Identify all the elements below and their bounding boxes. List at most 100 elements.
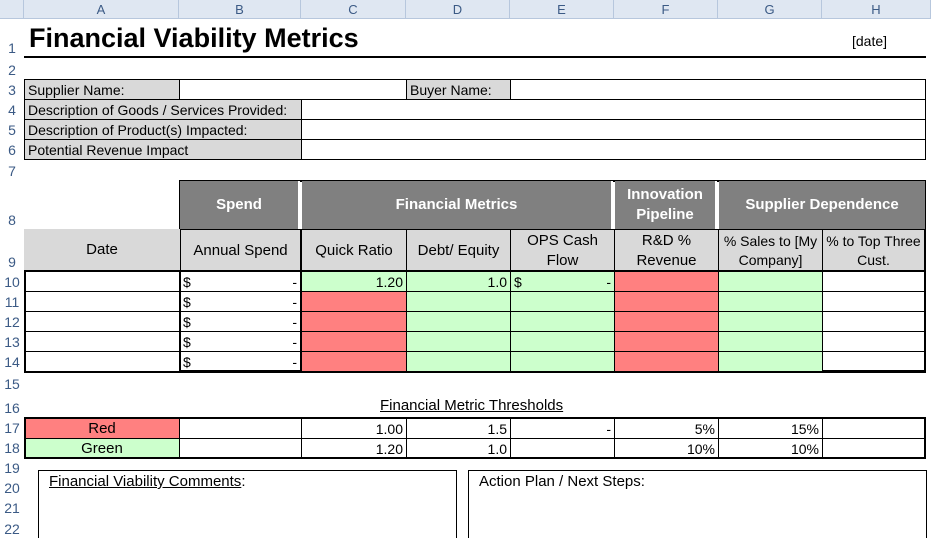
row-header-5[interactable]: 5 [0, 119, 24, 139]
row-header-13[interactable]: 13 [0, 331, 24, 351]
ops-cash-flow-cell[interactable] [510, 311, 615, 332]
quick-ratio-cell[interactable] [301, 351, 407, 372]
column-header-g[interactable]: G [718, 0, 822, 19]
row-header-21[interactable]: 21 [0, 497, 24, 517]
column-header-d[interactable]: D [406, 0, 510, 19]
threshold-red-debt-equity[interactable]: 1.5 [406, 418, 511, 439]
ops-cash-flow-cell[interactable] [510, 331, 615, 352]
rd-revenue-cell[interactable] [614, 291, 719, 312]
row-header-9[interactable]: 9 [0, 229, 24, 271]
top-three-cell[interactable] [822, 351, 926, 372]
threshold-red-rd[interactable]: 5% [614, 418, 719, 439]
date-cell[interactable] [24, 291, 180, 312]
row-header-14[interactable]: 14 [0, 351, 24, 371]
date-cell[interactable] [24, 271, 180, 292]
annual-spend-cell[interactable]: $ - [179, 331, 301, 352]
financial-viability-comments-label: Financial Viability Comments [49, 473, 242, 490]
column-header-f[interactable]: F [614, 0, 718, 19]
subheader-sales-my-company: % Sales to [My Company] [718, 229, 823, 272]
sales-my-company-cell[interactable] [718, 291, 823, 312]
row-header-18[interactable]: 18 [0, 437, 24, 457]
threshold-green-debt-equity[interactable]: 1.0 [406, 438, 511, 459]
row-header-4[interactable]: 4 [0, 99, 24, 119]
rd-revenue-cell[interactable] [614, 331, 719, 352]
row-header-1[interactable]: 1 [0, 19, 24, 57]
debt-equity-cell[interactable] [406, 331, 511, 352]
top-three-cell[interactable] [822, 311, 926, 332]
date-cell[interactable] [24, 351, 180, 372]
revenue-impact-input[interactable] [301, 139, 926, 160]
threshold-red-sales[interactable]: 15% [718, 418, 823, 439]
rd-revenue-cell[interactable] [614, 351, 719, 372]
action-plan-label: Action Plan / Next Steps: [479, 473, 645, 490]
quick-ratio-cell[interactable] [301, 311, 407, 332]
debt-equity-cell[interactable] [406, 311, 511, 332]
financial-viability-comments-box[interactable]: Financial Viability Comments: [38, 470, 457, 538]
row-header-12[interactable]: 12 [0, 311, 24, 331]
threshold-red-ops-cash-flow[interactable]: - [510, 418, 615, 439]
column-header-a[interactable]: A [24, 0, 179, 19]
row-header-17[interactable]: 17 [0, 417, 24, 437]
row-header-6[interactable]: 6 [0, 139, 24, 159]
row-header-10[interactable]: 10 [0, 271, 24, 291]
products-impacted-input[interactable] [301, 119, 926, 140]
products-impacted-label: Description of Product(s) Impacted: [24, 119, 302, 140]
threshold-green-sales[interactable]: 10% [718, 438, 823, 459]
quick-ratio-cell[interactable] [301, 291, 407, 312]
sales-my-company-cell[interactable] [718, 311, 823, 332]
debt-equity-cell[interactable] [406, 351, 511, 372]
row-header-20[interactable]: 20 [0, 477, 24, 497]
threshold-green-label: Green [24, 438, 180, 459]
column-header-e[interactable]: E [510, 0, 614, 19]
annual-spend-cell[interactable]: $ - [179, 351, 301, 372]
row-header-16[interactable]: 16 [0, 393, 24, 417]
threshold-green-ops-cash-flow[interactable] [510, 438, 615, 459]
ops-cash-flow-cell[interactable] [510, 351, 615, 372]
annual-spend-cell[interactable]: $ - [179, 291, 301, 312]
ops-cash-flow-cell[interactable] [510, 291, 615, 312]
sales-my-company-cell[interactable] [718, 331, 823, 352]
supplier-name-input[interactable] [179, 79, 407, 100]
row-header-22[interactable]: 22 [0, 517, 24, 538]
row-header-11[interactable]: 11 [0, 291, 24, 311]
supplier-name-label: Supplier Name: [24, 79, 180, 100]
column-header-h[interactable]: H [822, 0, 931, 19]
rd-revenue-cell[interactable] [614, 271, 719, 292]
row-header-19[interactable]: 19 [0, 457, 24, 477]
row-header-8[interactable]: 8 [0, 180, 24, 229]
page-title[interactable]: Financial Viability Metrics [29, 23, 359, 53]
date-field[interactable]: [date] [852, 33, 888, 49]
threshold-green-spend[interactable] [179, 438, 302, 459]
ops-cash-flow-cell[interactable]: $ - [510, 271, 615, 292]
rd-revenue-cell[interactable] [614, 311, 719, 332]
row-header-3[interactable]: 3 [0, 79, 24, 99]
annual-spend-cell[interactable]: $ - [179, 311, 301, 332]
top-three-cell[interactable] [822, 331, 926, 352]
threshold-red-top-three[interactable] [822, 418, 926, 439]
quick-ratio-cell[interactable]: 1.20 [301, 271, 407, 292]
quick-ratio-cell[interactable] [301, 331, 407, 352]
buyer-name-input[interactable] [510, 79, 926, 100]
select-all-corner[interactable] [0, 0, 24, 19]
action-plan-box[interactable]: Action Plan / Next Steps: [468, 470, 927, 538]
debt-equity-cell[interactable]: 1.0 [406, 271, 511, 292]
column-header-c[interactable]: C [301, 0, 406, 19]
threshold-red-quick-ratio[interactable]: 1.00 [301, 418, 407, 439]
row-header-7[interactable]: 7 [0, 159, 24, 180]
threshold-red-spend[interactable] [179, 418, 302, 439]
threshold-green-rd[interactable]: 10% [614, 438, 719, 459]
goods-description-input[interactable] [301, 99, 926, 120]
threshold-green-quick-ratio[interactable]: 1.20 [301, 438, 407, 459]
sales-my-company-cell[interactable] [718, 351, 823, 372]
date-cell[interactable] [24, 311, 180, 332]
column-header-b[interactable]: B [179, 0, 301, 19]
threshold-green-top-three[interactable] [822, 438, 926, 459]
date-cell[interactable] [24, 331, 180, 352]
debt-equity-cell[interactable] [406, 291, 511, 312]
annual-spend-cell[interactable]: $ - [179, 271, 301, 292]
row-header-15[interactable]: 15 [0, 371, 24, 393]
row-header-2[interactable]: 2 [0, 57, 24, 79]
top-three-cell[interactable] [822, 271, 926, 292]
top-three-cell[interactable] [822, 291, 926, 312]
sales-my-company-cell[interactable] [718, 271, 823, 292]
